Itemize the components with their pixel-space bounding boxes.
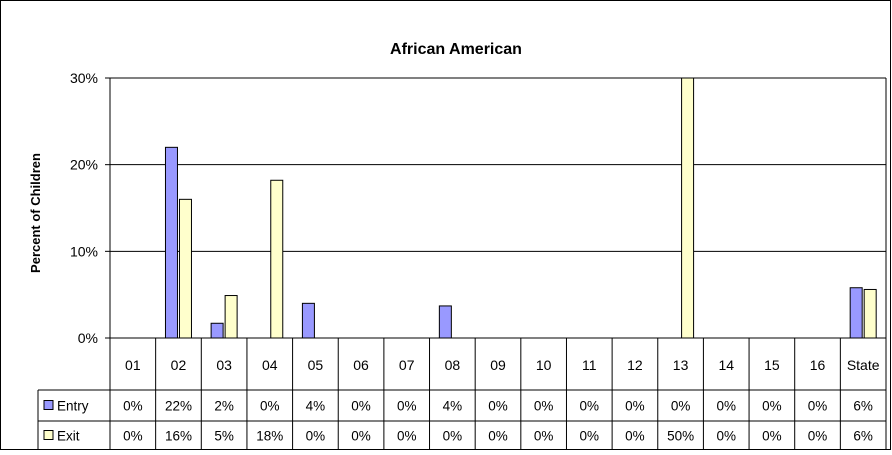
data-label-entry: 0% bbox=[534, 399, 554, 414]
bar-entry bbox=[210, 322, 224, 339]
data-label-exit: 50% bbox=[667, 429, 694, 444]
data-label-exit: 0% bbox=[808, 429, 828, 444]
x-tick-label: 01 bbox=[125, 357, 141, 373]
x-tick-label: 06 bbox=[353, 357, 369, 373]
x-tick-label: 11 bbox=[582, 357, 597, 373]
data-label-exit: 5% bbox=[214, 429, 234, 444]
data-label-exit: 0% bbox=[397, 429, 417, 444]
y-tick-label: 0% bbox=[78, 330, 98, 346]
data-label-entry: 4% bbox=[443, 399, 463, 414]
bar-entry bbox=[164, 146, 178, 339]
data-label-entry: 0% bbox=[716, 399, 736, 414]
x-tick-label: 03 bbox=[216, 357, 232, 373]
bar-entry bbox=[301, 302, 315, 339]
data-label-entry: 0% bbox=[762, 399, 782, 414]
x-tick-label: 04 bbox=[262, 357, 278, 373]
legend-swatch-entry bbox=[43, 400, 54, 410]
legend-label-entry: Entry bbox=[57, 399, 89, 414]
x-tick-label: 12 bbox=[627, 357, 643, 373]
y-tick-label: 30% bbox=[70, 70, 98, 86]
data-label-exit: 6% bbox=[853, 429, 873, 444]
y-axis-label: Percent of Children bbox=[28, 153, 43, 273]
x-tick-label: 16 bbox=[810, 357, 826, 373]
bar-entry bbox=[849, 287, 863, 339]
data-label-entry: 0% bbox=[625, 399, 645, 414]
data-label-entry: 0% bbox=[671, 399, 691, 414]
x-tick-label: 15 bbox=[764, 357, 780, 373]
data-label-exit: 0% bbox=[716, 429, 736, 444]
data-table: 01 02 03 04 05 06 07 08 09 10 11 12 13 14 15 16 State Ent… bbox=[37, 337, 887, 450]
x-tick-label: 09 bbox=[490, 357, 506, 373]
data-label-entry: 0% bbox=[397, 399, 417, 414]
bar-exit bbox=[270, 179, 284, 339]
bars bbox=[164, 77, 877, 339]
data-label-exit: 0% bbox=[762, 429, 782, 444]
data-label-entry: 2% bbox=[214, 399, 234, 414]
bar-exit bbox=[178, 198, 192, 339]
y-tick-label: 20% bbox=[70, 157, 98, 173]
data-label-entry: 6% bbox=[853, 399, 873, 414]
x-tick-label: 14 bbox=[718, 357, 734, 373]
x-tick-label: 07 bbox=[399, 357, 415, 373]
chart-title: African American bbox=[390, 41, 522, 58]
data-label-exit: 0% bbox=[488, 429, 508, 444]
bar-exit bbox=[224, 295, 238, 339]
data-label-entry: 0% bbox=[580, 399, 600, 414]
data-label-exit: 0% bbox=[443, 429, 463, 444]
bar-entry bbox=[438, 305, 452, 339]
data-label-exit: 0% bbox=[123, 429, 143, 444]
data-label-entry: 0% bbox=[123, 399, 143, 414]
data-label-exit: 18% bbox=[256, 429, 283, 444]
legend-label-exit: Exit bbox=[57, 429, 80, 444]
x-tick-label: 10 bbox=[536, 357, 552, 373]
data-label-exit: 0% bbox=[534, 429, 554, 444]
data-label-exit: 0% bbox=[580, 429, 600, 444]
data-label-entry: 0% bbox=[488, 399, 508, 414]
data-label-exit: 16% bbox=[165, 429, 192, 444]
x-tick-label: State bbox=[847, 357, 880, 373]
data-label-exit: 0% bbox=[306, 429, 326, 444]
data-label-entry: 0% bbox=[808, 399, 828, 414]
bar-exit bbox=[681, 77, 695, 339]
x-tick-label: 13 bbox=[673, 357, 689, 373]
x-tick-label: 05 bbox=[308, 357, 324, 373]
data-label-entry: 0% bbox=[260, 399, 280, 414]
bar-exit bbox=[863, 288, 877, 339]
y-tick-label: 10% bbox=[70, 243, 98, 259]
data-label-entry: 0% bbox=[351, 399, 371, 414]
legend-swatch-exit bbox=[43, 430, 54, 440]
data-label-exit: 0% bbox=[351, 429, 371, 444]
data-label-exit: 0% bbox=[625, 429, 645, 444]
x-tick-label: 02 bbox=[171, 357, 187, 373]
data-label-entry: 4% bbox=[306, 399, 326, 414]
x-tick-label: 08 bbox=[445, 357, 461, 373]
data-label-entry: 22% bbox=[165, 399, 192, 414]
